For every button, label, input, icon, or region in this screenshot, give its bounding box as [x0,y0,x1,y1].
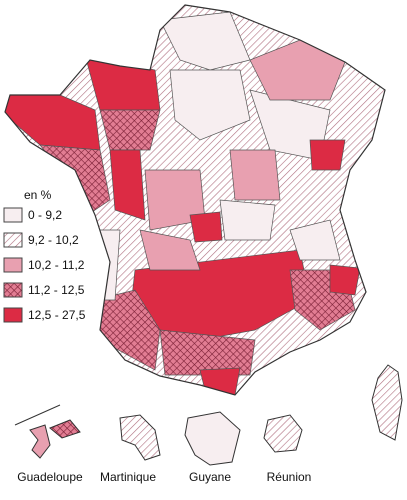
legend-label: 0 - 9,2 [28,208,62,222]
reunion-shape [263,414,303,453]
guyane-shape [184,411,241,466]
separator [14,404,61,426]
overseas [14,404,303,466]
overseas-label: Guyane [189,470,231,484]
france-departments [5,5,385,395]
guadeloupe-shape [29,424,51,459]
legend-label: 12,5 - 27,5 [28,308,86,322]
legend-swatch [3,207,23,223]
legend-label: 9,2 - 10,2 [28,233,79,247]
legend-label: 10,2 - 11,2 [28,258,85,272]
legend-title: en % [24,188,52,202]
legend-swatch [3,257,23,273]
legend-swatch [3,307,23,323]
legend-swatch [3,232,23,248]
legend: en % 0 - 9,2 9,2 - 10,2 10,2 - 11,2 11,2 - … [3,188,86,323]
france-outline [4,4,386,396]
legend-label: 11,2 - 12,5 [28,283,85,297]
martinique-shape [119,414,161,461]
overseas-label: Martinique [100,470,156,484]
overseas-label: Réunion [267,470,312,484]
overseas-labels: Guadeloupe Martinique Guyane Réunion [17,470,311,484]
legend-swatch [3,282,23,298]
corsica [371,364,403,441]
overseas-label: Guadeloupe [17,470,83,484]
guadeloupe-shape [49,419,81,439]
